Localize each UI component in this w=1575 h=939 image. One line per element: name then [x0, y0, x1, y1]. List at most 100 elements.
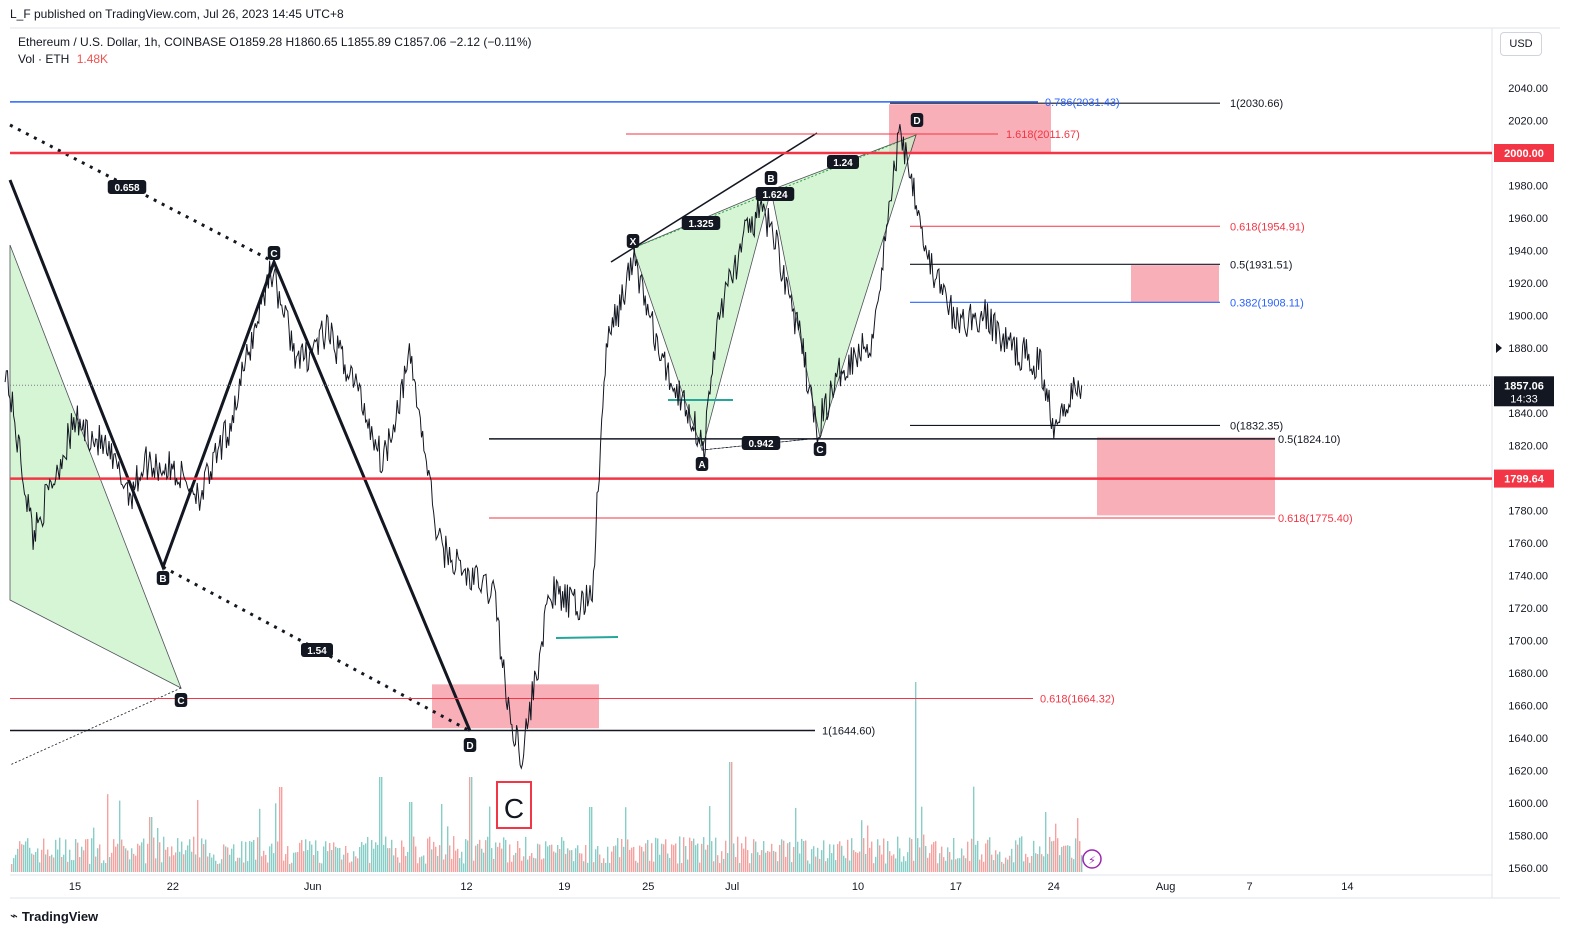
volume-bar	[283, 860, 285, 872]
fib-level-label: 1.618(2011.67)	[1006, 129, 1080, 141]
volume-bar	[337, 848, 339, 872]
volume-bar	[1011, 848, 1013, 872]
volume-bar	[771, 843, 773, 872]
volume-bar	[1055, 823, 1057, 872]
volume-bar	[925, 845, 927, 872]
volume-bar	[333, 842, 335, 872]
volume-bar	[841, 845, 843, 872]
volume-bar	[761, 850, 763, 872]
volume-bar	[529, 856, 531, 872]
currency-button[interactable]: USD	[1500, 32, 1542, 56]
volume-bar	[629, 849, 631, 872]
volume-bar	[1023, 861, 1025, 872]
volume-bar	[591, 807, 593, 872]
volume-bar	[657, 838, 659, 872]
volume-bar	[789, 841, 791, 872]
volume-bar	[601, 862, 603, 872]
volume-bar	[97, 848, 99, 872]
volume-bar	[867, 825, 869, 872]
alert-marker-icon[interactable]	[1496, 343, 1502, 353]
volume-bar	[175, 852, 177, 872]
symbol-title[interactable]: Ethereum / U.S. Dollar, 1h, COINBASE	[18, 35, 227, 49]
volume-bar	[797, 841, 799, 872]
ratio-label: 0.942	[748, 439, 773, 450]
volume-bar	[71, 859, 73, 872]
volume-bar	[853, 850, 855, 872]
volume-bar	[907, 852, 909, 872]
volume-bar	[1073, 859, 1075, 872]
volume-bar	[891, 855, 893, 872]
volume-bar	[65, 839, 67, 872]
fib-level-label: 0.618(1664.32)	[1040, 693, 1115, 705]
volume-bar	[35, 852, 37, 872]
volume-bar	[949, 852, 951, 872]
volume-bar	[99, 844, 101, 872]
volume-bar	[929, 853, 931, 872]
volume-bar	[1033, 840, 1035, 872]
volume-bar	[723, 858, 725, 872]
volume-bar	[115, 846, 117, 872]
pattern-point-label: D	[913, 116, 920, 127]
volume-value: 1.48K	[76, 52, 109, 66]
volume-bar	[975, 844, 977, 872]
volume-bar	[433, 841, 435, 872]
ratio-label: 1.624	[762, 190, 787, 201]
y-tick-label: 1640.00	[1508, 733, 1548, 745]
volume-label[interactable]: Vol · ETH	[18, 52, 70, 66]
volume-bar	[47, 849, 49, 872]
volume-bar	[733, 843, 735, 872]
volume-bar	[861, 820, 863, 872]
tradingview-footer[interactable]: ⌁ TradingView	[10, 908, 98, 924]
volume-bar	[297, 852, 299, 872]
volume-bar	[595, 849, 597, 872]
lightning-icon[interactable]	[1082, 849, 1102, 869]
volume-bar	[177, 838, 179, 872]
volume-bar	[151, 817, 153, 872]
volume-bar	[355, 856, 357, 872]
volume-bar	[1051, 841, 1053, 872]
ratio-label-bg	[681, 216, 721, 230]
volume-bar	[391, 839, 393, 872]
volume-bar	[109, 857, 111, 872]
volume-bar	[751, 853, 753, 872]
volume-bar	[983, 861, 985, 872]
volume-bar	[627, 839, 629, 872]
volume-bar	[311, 844, 313, 872]
volume-bar	[241, 841, 243, 872]
price-line[interactable]	[4, 124, 1083, 770]
volume-bar	[263, 850, 265, 872]
y-tick-label: 1660.00	[1508, 701, 1548, 713]
harmonic-pattern-fill	[9, 244, 182, 689]
volume-bar	[1009, 855, 1011, 872]
volume-bar	[825, 861, 827, 872]
volume-bar	[943, 857, 945, 872]
volume-bar	[883, 838, 885, 872]
volume-bar	[393, 855, 395, 872]
volume-bar	[917, 838, 919, 872]
volume-bar	[119, 800, 121, 872]
volume-bar	[619, 857, 621, 872]
x-tick-label: 25	[642, 881, 654, 893]
y-tick-label: 1560.00	[1508, 863, 1548, 875]
volume-bar	[985, 843, 987, 872]
volume-bar	[53, 857, 55, 872]
volume-bar	[377, 844, 379, 872]
volume-bar	[1039, 846, 1041, 872]
volume-bar	[625, 807, 627, 872]
x-tick-label: 24	[1048, 881, 1060, 893]
volume-bar	[973, 786, 975, 872]
volume-bar	[537, 843, 539, 872]
volume-bar	[113, 839, 115, 872]
volume-bar	[361, 842, 363, 872]
volume-bar	[671, 844, 673, 872]
fib-level-label: 0.618(1954.91)	[1230, 221, 1305, 233]
volume-bar	[999, 851, 1001, 872]
volume-bar	[239, 857, 241, 872]
volume-bar	[143, 838, 145, 872]
volume-bar	[803, 841, 805, 872]
volume-bar	[775, 851, 777, 872]
volume-bar	[719, 863, 721, 872]
volume-bar	[1065, 845, 1067, 872]
volume-bar	[13, 858, 15, 872]
